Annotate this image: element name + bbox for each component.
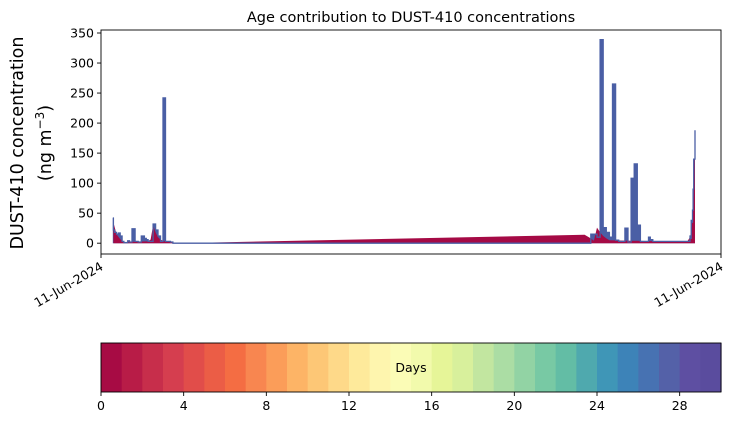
colorbar-segment — [638, 343, 660, 392]
plot-area — [100, 29, 722, 255]
y-axis: 0 50 100 150 200 250 300 350 — [70, 26, 101, 251]
y-tick-label: 150 — [70, 146, 94, 161]
x-tick-label: 11-Jun-2024 — [651, 259, 725, 310]
colorbar-label: Days — [395, 360, 426, 375]
colorbar-segment — [493, 343, 515, 392]
y-tick-label: 50 — [78, 206, 94, 221]
y-tick-label: 300 — [70, 56, 94, 71]
colorbar-frame — [100, 342, 722, 393]
colorbar-segment — [163, 343, 185, 392]
colorbar-segment — [245, 343, 267, 392]
colorbar-segment — [659, 343, 681, 392]
y-tick-label: 350 — [70, 26, 94, 41]
colorbar-segment — [369, 343, 391, 392]
y-axis-label-line2: (ng m−3) — [33, 105, 56, 181]
chart-title: Age contribution to DUST-410 concentrati… — [247, 10, 575, 26]
colorbar-segment — [514, 343, 536, 392]
plot-frame — [100, 29, 722, 255]
colorbar-ticks: 0 4 8 12 16 20 24 28 — [97, 392, 688, 413]
colorbar-segment — [473, 343, 495, 392]
x-tick-label: 11-Jun-2024 — [31, 259, 105, 310]
colorbar-tick-label: 0 — [97, 398, 105, 413]
x-axis: 11-Jun-2024 11-Jun-2024 — [31, 254, 726, 310]
colorbar-segment — [617, 343, 639, 392]
colorbar-segment — [679, 343, 701, 392]
colorbar-segment — [452, 343, 474, 392]
colorbar-segment — [349, 343, 371, 392]
concentration-line — [112, 38, 696, 244]
colorbar: Days 0 4 8 12 16 20 24 28 — [97, 342, 722, 413]
young-age-fill — [113, 144, 695, 244]
y-tick-label: 200 — [70, 116, 94, 131]
colorbar-segment — [101, 343, 123, 392]
colorbar-tick-label: 28 — [672, 398, 688, 413]
colorbar-segment — [225, 343, 247, 392]
colorbar-tick-label: 24 — [589, 398, 605, 413]
colorbar-segment — [287, 343, 309, 392]
colorbar-segment — [142, 343, 164, 392]
y-tick-label: 0 — [86, 236, 94, 251]
concentration-fill — [112, 39, 696, 244]
colorbar-tick-label: 16 — [424, 398, 440, 413]
y-tick-label: 100 — [70, 176, 94, 191]
colorbar-segment — [411, 343, 433, 392]
colorbar-segment — [204, 343, 226, 392]
colorbar-tick-label: 20 — [506, 398, 522, 413]
colorbar-segment — [431, 343, 453, 392]
y-axis-label-line1: DUST-410 concentration — [8, 37, 28, 250]
y-axis-label-close: ) — [36, 105, 56, 112]
colorbar-segment — [555, 343, 577, 392]
y-axis-label: DUST-410 concentration (ng m−3) — [8, 37, 56, 250]
colorbar-segment — [307, 343, 329, 392]
colorbar-tick-label: 12 — [341, 398, 357, 413]
colorbar-segments — [101, 343, 722, 392]
colorbar-segment — [390, 343, 412, 392]
colorbar-segment — [183, 343, 205, 392]
colorbar-segment — [121, 343, 143, 392]
colorbar-tick-label: 4 — [180, 398, 188, 413]
colorbar-segment — [266, 343, 288, 392]
y-axis-label-exponent: −3 — [33, 112, 47, 130]
colorbar-segment — [576, 343, 598, 392]
y-tick-label: 250 — [70, 86, 94, 101]
colorbar-segment — [328, 343, 350, 392]
colorbar-segment — [700, 343, 722, 392]
colorbar-segment — [597, 343, 619, 392]
colorbar-segment — [535, 343, 557, 392]
colorbar-tick-label: 8 — [262, 398, 270, 413]
